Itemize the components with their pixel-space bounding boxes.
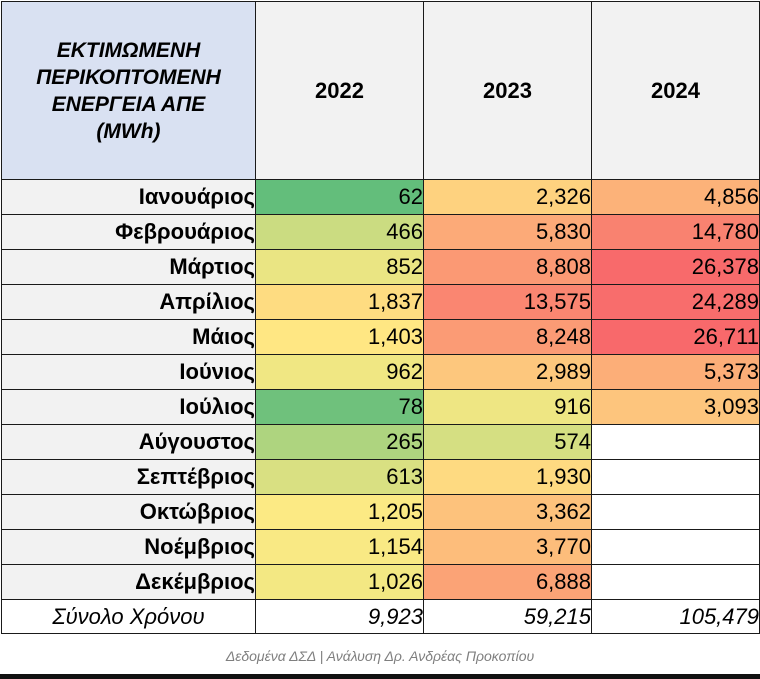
value-cell-2024 <box>591 529 760 565</box>
table-row: Ιούνιος 962 2,989 5,373 <box>1 354 760 390</box>
table-row: Νοέμβριος 1,154 3,770 <box>1 529 760 565</box>
title-line: ΕΚΤΙΜΩΜΕΝΗ <box>56 38 201 62</box>
value-cell-2023: 3,770 <box>423 529 592 565</box>
table-row: Μάιος 1,403 8,248 26,711 <box>1 319 760 355</box>
table-row: Ιανουάριος 62 2,326 4,856 <box>1 179 760 215</box>
column-header-2023: 2023 <box>423 1 592 180</box>
row-label: Φεβρουάριος <box>1 214 256 250</box>
total-row: Σύνολο Χρόνου 9,923 59,215 105,479 <box>1 599 760 634</box>
row-label: Οκτώβριος <box>1 494 256 530</box>
value-cell-2022: 62 <box>255 179 424 215</box>
value-cell-2022: 1,026 <box>255 564 424 600</box>
value-cell-2024 <box>591 424 760 460</box>
value-cell-2024: 26,378 <box>591 249 760 285</box>
row-label: Μάιος <box>1 319 256 355</box>
value-cell-2022: 962 <box>255 354 424 390</box>
value-cell-2023: 5,830 <box>423 214 592 250</box>
table-row: Φεβρουάριος 466 5,830 14,780 <box>1 214 760 250</box>
value-cell-2023: 1,930 <box>423 459 592 495</box>
title-line: ΠΕΡΙΚΟΠΤΟΜΕΝΗ <box>36 65 221 89</box>
value-cell-2023: 574 <box>423 424 592 460</box>
value-cell-2023: 13,575 <box>423 284 592 320</box>
value-cell-2024: 4,856 <box>591 179 760 215</box>
row-label: Ιούνιος <box>1 354 256 390</box>
table-row: Απρίλιος 1,837 13,575 24,289 <box>1 284 760 320</box>
total-label: Σύνολο Χρόνου <box>1 599 256 634</box>
value-cell-2024: 24,289 <box>591 284 760 320</box>
total-value-2024: 105,479 <box>591 599 760 634</box>
value-cell-2024 <box>591 494 760 530</box>
table-body: Ιανουάριος 62 2,326 4,856 Φεβρουάριος 466 5,83… <box>1 179 760 600</box>
value-cell-2022: 852 <box>255 249 424 285</box>
row-label: Νοέμβριος <box>1 529 256 565</box>
value-cell-2022: 1,403 <box>255 319 424 355</box>
value-cell-2023: 6,888 <box>423 564 592 600</box>
value-cell-2024 <box>591 459 760 495</box>
table-row: Μάρτιος 852 8,808 26,378 <box>1 249 760 285</box>
total-value-2023: 59,215 <box>423 599 592 634</box>
value-cell-2023: 2,326 <box>423 179 592 215</box>
title-line: ΕΝΕΡΓΕΙΑ ΑΠΕ <box>51 92 206 116</box>
column-header-2024: 2024 <box>591 1 760 180</box>
column-header-2022: 2022 <box>255 1 424 180</box>
value-cell-2022: 78 <box>255 389 424 425</box>
value-cell-2023: 3,362 <box>423 494 592 530</box>
value-cell-2024: 26,711 <box>591 319 760 355</box>
value-cell-2022: 466 <box>255 214 424 250</box>
value-cell-2023: 8,248 <box>423 319 592 355</box>
value-cell-2024: 3,093 <box>591 389 760 425</box>
table-row: Ιούλιος 78 916 3,093 <box>1 389 760 425</box>
table-row: Σεπτέβριος 613 1,930 <box>1 459 760 495</box>
value-cell-2024: 14,780 <box>591 214 760 250</box>
value-cell-2024 <box>591 564 760 600</box>
total-value-2022: 9,923 <box>255 599 424 634</box>
row-label: Ιούλιος <box>1 389 256 425</box>
row-label: Αύγουστος <box>1 424 256 460</box>
table-row: Δεκέμβριος 1,026 6,888 <box>1 564 760 600</box>
value-cell-2023: 2,989 <box>423 354 592 390</box>
table-title: ΕΚΤΙΜΩΜΕΝΗ ΠΕΡΙΚΟΠΤΟΜΕΝΗ ΕΝΕΡΓΕΙΑ ΑΠΕ (M… <box>1 1 256 180</box>
value-cell-2022: 613 <box>255 459 424 495</box>
table-row: Οκτώβριος 1,205 3,362 <box>1 494 760 530</box>
value-cell-2023: 8,808 <box>423 249 592 285</box>
bottom-divider <box>0 674 760 679</box>
row-label: Μάρτιος <box>1 249 256 285</box>
value-cell-2022: 265 <box>255 424 424 460</box>
source-note: Δεδομένα ΔΣΔ | Ανάλυση Δρ. Ανδρέας Προκο… <box>225 648 535 664</box>
curtailment-table: ΕΚΤΙΜΩΜΕΝΗ ΠΕΡΙΚΟΠΤΟΜΕΝΗ ΕΝΕΡΓΕΙΑ ΑΠΕ (M… <box>1 1 760 634</box>
table-row: Αύγουστος 265 574 <box>1 424 760 460</box>
row-label: Δεκέμβριος <box>1 564 256 600</box>
value-cell-2022: 1,837 <box>255 284 424 320</box>
value-cell-2024: 5,373 <box>591 354 760 390</box>
value-cell-2022: 1,154 <box>255 529 424 565</box>
header-row: ΕΚΤΙΜΩΜΕΝΗ ΠΕΡΙΚΟΠΤΟΜΕΝΗ ΕΝΕΡΓΕΙΑ ΑΠΕ (M… <box>1 1 760 180</box>
row-label: Σεπτέβριος <box>1 459 256 495</box>
row-label: Ιανουάριος <box>1 179 256 215</box>
title-line: (MWh) <box>96 119 161 143</box>
value-cell-2022: 1,205 <box>255 494 424 530</box>
row-label: Απρίλιος <box>1 284 256 320</box>
value-cell-2023: 916 <box>423 389 592 425</box>
